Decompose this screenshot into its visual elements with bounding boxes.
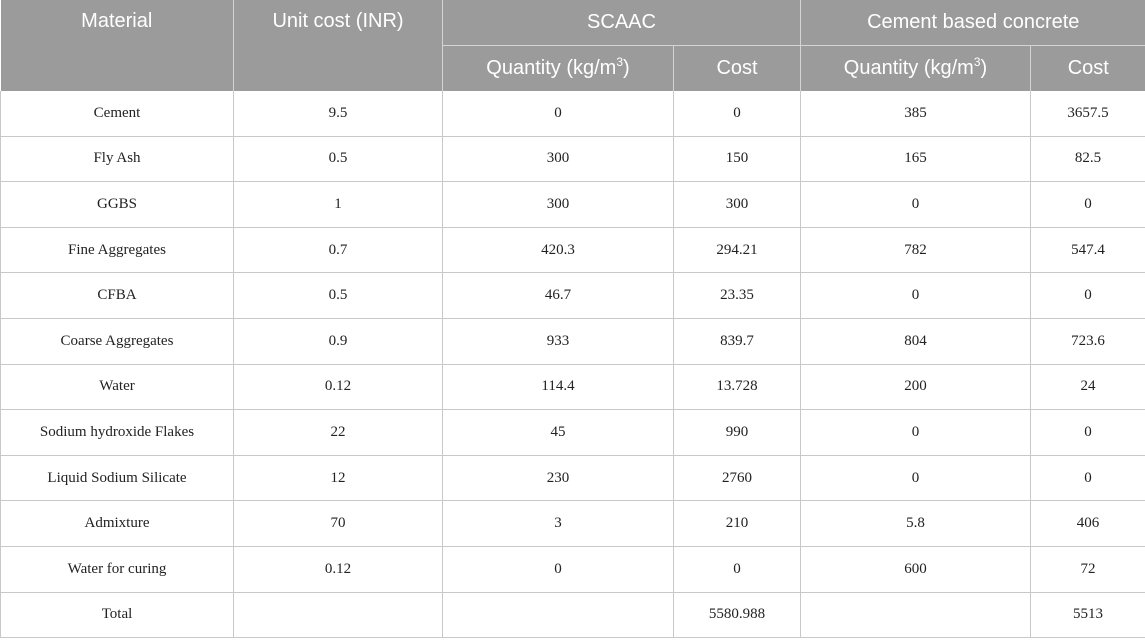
cell-scaac-cost: 2760 bbox=[673, 455, 801, 502]
cell-unit-cost: 12 bbox=[233, 455, 443, 502]
cell-unit-cost: 22 bbox=[233, 409, 443, 456]
cell-unit-cost: 0.5 bbox=[233, 272, 443, 319]
cell-cbc-cost: 547.4 bbox=[1030, 227, 1145, 274]
table-row: Fine Aggregates 0.7 420.3 294.21 782 547.4 bbox=[0, 227, 1145, 274]
header-cbc-quantity: Quantity (kg/m3) bbox=[800, 45, 1031, 91]
cell-material: Total bbox=[0, 592, 234, 639]
cell-unit-cost: 9.5 bbox=[233, 91, 443, 137]
table-row: Water for curing 0.12 0 0 600 72 bbox=[0, 546, 1145, 593]
cell-material: Water bbox=[0, 364, 234, 411]
cell-scaac-quantity: 230 bbox=[442, 455, 674, 502]
cell-cbc-quantity: 600 bbox=[800, 546, 1031, 593]
header-cement-based-concrete: Cement based concrete bbox=[800, 0, 1145, 46]
cell-cbc-cost: 406 bbox=[1030, 500, 1145, 547]
header-scaac: SCAAC bbox=[442, 0, 801, 46]
cell-cbc-cost: 0 bbox=[1030, 409, 1145, 456]
header-unit-cost: Unit cost (INR) bbox=[233, 0, 443, 91]
cell-scaac-quantity: 420.3 bbox=[442, 227, 674, 274]
cell-cbc-cost: 24 bbox=[1030, 364, 1145, 411]
table-row: Liquid Sodium Silicate 12 230 2760 0 0 bbox=[0, 455, 1145, 502]
cell-cbc-quantity: 5.8 bbox=[800, 500, 1031, 547]
cell-scaac-cost: 210 bbox=[673, 500, 801, 547]
cell-unit-cost: 0.5 bbox=[233, 136, 443, 183]
cell-cbc-cost: 3657.5 bbox=[1030, 91, 1145, 137]
cell-cbc-cost: 0 bbox=[1030, 272, 1145, 319]
cell-scaac-cost: 5580.988 bbox=[673, 592, 801, 639]
cell-cbc-cost: 0 bbox=[1030, 181, 1145, 228]
cell-scaac-cost: 150 bbox=[673, 136, 801, 183]
cell-scaac-cost: 13.728 bbox=[673, 364, 801, 411]
cell-cbc-quantity: 0 bbox=[800, 455, 1031, 502]
cell-cbc-cost: 82.5 bbox=[1030, 136, 1145, 183]
cell-scaac-quantity: 46.7 bbox=[442, 272, 674, 319]
table-row: Admixture 70 3 210 5.8 406 bbox=[0, 500, 1145, 547]
cell-scaac-quantity: 0 bbox=[442, 546, 674, 593]
cell-scaac-cost: 0 bbox=[673, 91, 801, 137]
cell-material: Sodium hydroxide Flakes bbox=[0, 409, 234, 456]
cell-cbc-quantity: 804 bbox=[800, 318, 1031, 365]
cell-scaac-quantity bbox=[442, 592, 674, 639]
table-row: CFBA 0.5 46.7 23.35 0 0 bbox=[0, 272, 1145, 319]
table-row: Total 5580.988 5513 bbox=[0, 592, 1145, 639]
cell-scaac-quantity: 114.4 bbox=[442, 364, 674, 411]
cell-scaac-quantity: 3 bbox=[442, 500, 674, 547]
cell-cbc-quantity bbox=[800, 592, 1031, 639]
cell-material: GGBS bbox=[0, 181, 234, 228]
cell-scaac-quantity: 300 bbox=[442, 136, 674, 183]
cell-cbc-quantity: 0 bbox=[800, 181, 1031, 228]
cell-material: Water for curing bbox=[0, 546, 234, 593]
cell-material: Cement bbox=[0, 91, 234, 137]
cell-cbc-quantity: 200 bbox=[800, 364, 1031, 411]
cell-unit-cost: 70 bbox=[233, 500, 443, 547]
cell-cbc-quantity: 782 bbox=[800, 227, 1031, 274]
cell-material: Admixture bbox=[0, 500, 234, 547]
table-body: Cement 9.5 0 0 385 3657.5 Fly Ash 0.5 300 150 165 8… bbox=[0, 91, 1145, 639]
cell-scaac-cost: 0 bbox=[673, 546, 801, 593]
cell-scaac-cost: 839.7 bbox=[673, 318, 801, 365]
cell-unit-cost: 0.12 bbox=[233, 546, 443, 593]
cell-scaac-quantity: 933 bbox=[442, 318, 674, 365]
cell-scaac-quantity: 0 bbox=[442, 91, 674, 137]
table-row: Sodium hydroxide Flakes 22 45 990 0 0 bbox=[0, 409, 1145, 456]
cell-scaac-cost: 23.35 bbox=[673, 272, 801, 319]
header-scaac-cost: Cost bbox=[673, 45, 801, 91]
cell-material: CFBA bbox=[0, 272, 234, 319]
table-row: Fly Ash 0.5 300 150 165 82.5 bbox=[0, 136, 1145, 183]
table-row: Cement 9.5 0 0 385 3657.5 bbox=[0, 91, 1145, 137]
table-row: Water 0.12 114.4 13.728 200 24 bbox=[0, 364, 1145, 411]
cell-scaac-cost: 300 bbox=[673, 181, 801, 228]
cell-unit-cost bbox=[233, 592, 443, 639]
cell-material: Coarse Aggregates bbox=[0, 318, 234, 365]
table-row: Coarse Aggregates 0.9 933 839.7 804 723.6 bbox=[0, 318, 1145, 365]
cell-unit-cost: 0.7 bbox=[233, 227, 443, 274]
table-header: Material Unit cost (INR) SCAAC Cement ba… bbox=[0, 0, 1145, 91]
cell-scaac-cost: 990 bbox=[673, 409, 801, 456]
cell-cbc-quantity: 385 bbox=[800, 91, 1031, 137]
cell-scaac-quantity: 300 bbox=[442, 181, 674, 228]
cell-cbc-quantity: 165 bbox=[800, 136, 1031, 183]
cell-cbc-cost: 72 bbox=[1030, 546, 1145, 593]
header-material: Material bbox=[0, 0, 234, 91]
cell-material: Fly Ash bbox=[0, 136, 234, 183]
header-cbc-cost: Cost bbox=[1030, 45, 1145, 91]
cell-unit-cost: 0.12 bbox=[233, 364, 443, 411]
cell-material: Liquid Sodium Silicate bbox=[0, 455, 234, 502]
table-row: GGBS 1 300 300 0 0 bbox=[0, 181, 1145, 228]
cell-cbc-quantity: 0 bbox=[800, 272, 1031, 319]
cell-cbc-cost: 5513 bbox=[1030, 592, 1145, 639]
cell-cbc-quantity: 0 bbox=[800, 409, 1031, 456]
cell-scaac-cost: 294.21 bbox=[673, 227, 801, 274]
cell-cbc-cost: 0 bbox=[1030, 455, 1145, 502]
cell-cbc-cost: 723.6 bbox=[1030, 318, 1145, 365]
cell-material: Fine Aggregates bbox=[0, 227, 234, 274]
header-scaac-quantity: Quantity (kg/m3) bbox=[442, 45, 674, 91]
cell-unit-cost: 0.9 bbox=[233, 318, 443, 365]
cell-scaac-quantity: 45 bbox=[442, 409, 674, 456]
cell-unit-cost: 1 bbox=[233, 181, 443, 228]
